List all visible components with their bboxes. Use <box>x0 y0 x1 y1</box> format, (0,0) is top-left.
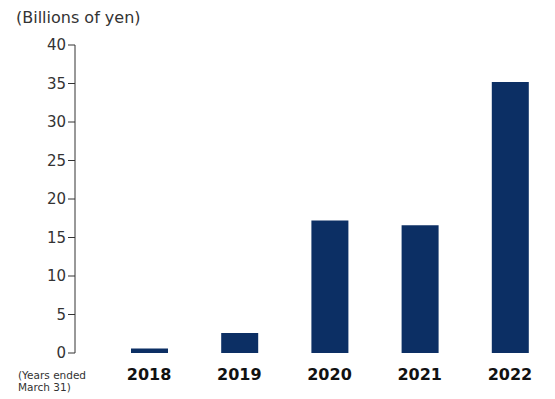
svg-text:2019: 2019 <box>217 365 262 384</box>
html-text:(Years ended March 31): (Years ended March 31) <box>18 369 86 393</box>
svg-text:2018: 2018 <box>127 365 172 384</box>
svg-text:2022: 2022 <box>488 365 533 384</box>
svg-text:10: 10 <box>47 267 66 285</box>
svg-text:20: 20 <box>47 190 66 208</box>
svg-text:2021: 2021 <box>397 365 442 384</box>
svg-text:5: 5 <box>56 306 66 324</box>
svg-text:40: 40 <box>47 36 66 54</box>
svg-text:15: 15 <box>47 229 66 247</box>
svg-text:25: 25 <box>47 152 66 170</box>
html-text:(Billions of yen): (Billions of yen) <box>16 8 141 27</box>
svg-text:0: 0 <box>56 344 66 362</box>
svg-text:35: 35 <box>47 75 66 93</box>
svg-text:30: 30 <box>47 113 66 131</box>
svg-text:2020: 2020 <box>307 365 352 384</box>
